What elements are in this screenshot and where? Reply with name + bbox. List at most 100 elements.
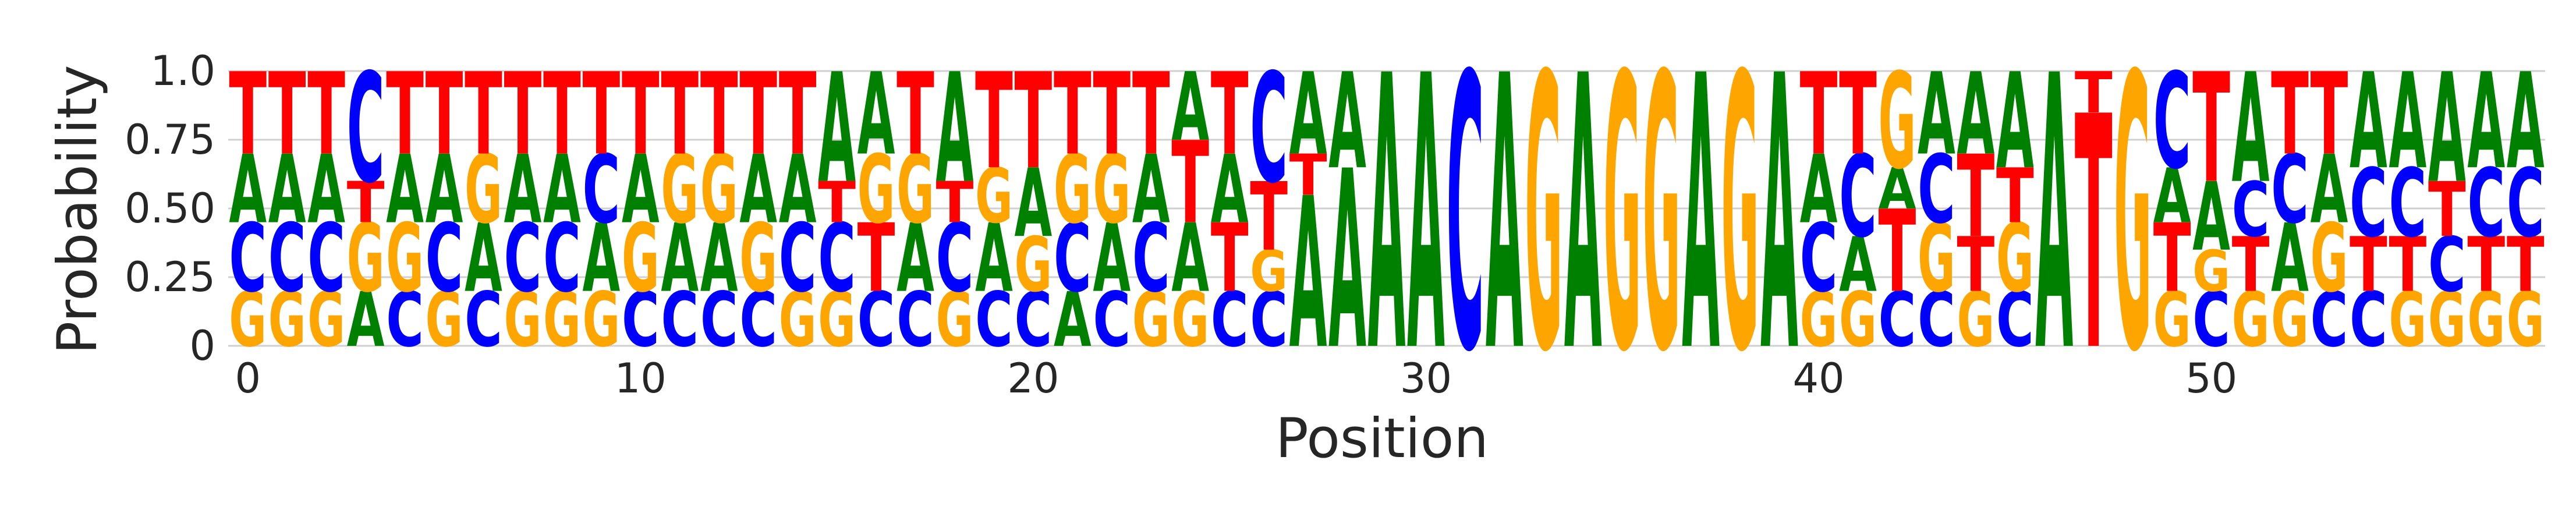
- logo-letter-T: T: [1211, 204, 1249, 314]
- logo-letter-A: A: [1682, 0, 1720, 435]
- logo-letter-A: A: [1879, 157, 1916, 222]
- logo-letter-T: T: [2311, 49, 2348, 180]
- logo-letter-A: A: [543, 136, 581, 245]
- logo-letter-A: A: [1486, 0, 1523, 435]
- logo-letter-G: G: [2311, 204, 2348, 313]
- logo-letter-A: A: [1760, 0, 1798, 435]
- logo-letter-G: G: [2507, 277, 2545, 364]
- logo-letter-A: A: [1996, 46, 2034, 199]
- logo-letter-T: T: [1171, 118, 1209, 249]
- logo-letter-T: T: [1996, 153, 2034, 240]
- logo-letter-A: A: [268, 136, 306, 245]
- logo-letter-G: G: [858, 135, 895, 245]
- logo-letter-C: C: [779, 203, 817, 313]
- logo-letter-A: A: [2153, 153, 2191, 240]
- logo-letter-A: A: [1054, 276, 1092, 364]
- logo-letter-G: G: [2192, 239, 2230, 305]
- logo-letter-G: G: [582, 277, 620, 364]
- logo-letter-C: C: [504, 203, 542, 313]
- logo-letter-G: G: [1879, 45, 1916, 199]
- logo-letter-C: C: [2428, 221, 2466, 309]
- y-tick-label: 0: [189, 322, 215, 370]
- logo-letter-T: T: [2467, 221, 2505, 309]
- logo-letter-G: G: [504, 277, 542, 364]
- logo-letter-C: C: [1839, 131, 1877, 263]
- logo-letter-C: C: [2389, 148, 2427, 259]
- logo-letter-T: T: [2232, 221, 2270, 309]
- logo-letter-C: C: [622, 277, 660, 364]
- logo-letter-C: C: [2192, 277, 2230, 364]
- logo-letter-T: T: [229, 49, 267, 180]
- logo-letter-A: A: [2467, 46, 2505, 199]
- logo-letter-A: A: [1289, 154, 1327, 395]
- logo-letter-G: G: [543, 277, 581, 364]
- logo-letter-G: G: [661, 135, 699, 245]
- logo-letter-C: C: [661, 277, 699, 364]
- y-tick-label: 0.25: [125, 253, 215, 301]
- logo-letter-C: C: [2350, 277, 2387, 364]
- logo-letter-G: G: [1721, 0, 1759, 435]
- logo-letter-A: A: [2271, 204, 2309, 313]
- logo-letter-C: C: [858, 277, 895, 364]
- logo-letter-A: A: [2507, 46, 2545, 199]
- logo-letter-T: T: [386, 49, 424, 180]
- logo-letter-A: A: [2350, 46, 2387, 199]
- logo-letter-A: A: [897, 204, 934, 313]
- logo-letter-C: C: [2232, 167, 2270, 254]
- logo-letter-G: G: [1093, 135, 1131, 245]
- logo-letter-T: T: [2271, 49, 2309, 180]
- logo-letter-T: T: [426, 49, 463, 180]
- logo-letter-T: T: [268, 49, 306, 180]
- logo-letter-A: A: [975, 204, 1013, 313]
- logo-letter-G: G: [1918, 204, 1955, 313]
- logo-letter-A: A: [2192, 164, 2230, 272]
- logo-letter-G: G: [1957, 277, 1994, 364]
- logo-letter-C: C: [975, 277, 1013, 364]
- logo-letter-A: A: [1328, 120, 1366, 404]
- logo-letter-C: C: [426, 203, 463, 313]
- logo-letter-C: C: [2350, 148, 2387, 259]
- logo-letter-G: G: [1800, 277, 1838, 364]
- logo-letter-G: G: [1132, 277, 1170, 364]
- logo-letter-A: A: [582, 204, 620, 313]
- logo-letter-A: A: [2428, 43, 2466, 217]
- logo-letter-A: A: [1564, 0, 1602, 435]
- logo-letter-C: C: [1996, 277, 2034, 364]
- logo-letter-C: C: [543, 203, 581, 313]
- logo-letter-A: A: [1093, 204, 1131, 313]
- logo-letter-C: C: [1918, 134, 1955, 245]
- logo-letter-G: G: [465, 135, 502, 245]
- logo-letter-A: A: [1015, 150, 1053, 259]
- logo-letter-A: A: [2311, 136, 2348, 245]
- logo-letter-C: C: [1054, 203, 1092, 313]
- logo-letter-C: C: [2271, 134, 2309, 245]
- logo-letter-C: C: [1250, 41, 1288, 217]
- logo-letter-G: G: [936, 277, 974, 364]
- y-axis-label: Probability: [46, 65, 109, 355]
- logo-letter-C: C: [1447, 0, 1484, 435]
- logo-letter-A: A: [1800, 136, 1838, 245]
- logo-letter-G: G: [1996, 204, 2034, 313]
- logo-letter-C: C: [700, 277, 738, 364]
- x-tick-label: 50: [2185, 355, 2237, 402]
- logo-letter-G: G: [2114, 0, 2152, 435]
- logo-letter-T: T: [504, 49, 542, 180]
- logo-letter-C: C: [307, 203, 345, 313]
- logo-letter-A: A: [700, 204, 738, 313]
- logo-letter-T: T: [2350, 221, 2387, 309]
- logo-letter-C: C: [1132, 203, 1170, 313]
- y-tick-label: 1.0: [151, 47, 215, 95]
- logo-letter-C: C: [582, 134, 620, 245]
- logo-letter-A: A: [504, 136, 542, 245]
- logo-letter-A: A: [622, 136, 660, 245]
- logo-letter-A: A: [1839, 221, 1877, 309]
- logo-letter-T: T: [1015, 45, 1053, 198]
- logo-letter-G: G: [818, 277, 856, 364]
- logo-letter-A: A: [426, 136, 463, 245]
- logo-letter-T: T: [739, 49, 777, 180]
- logo-letter-C: C: [818, 203, 856, 313]
- logo-letter-A: A: [858, 49, 895, 180]
- logo-letter-T: T: [1211, 49, 1249, 180]
- logo-letter-G: G: [2389, 277, 2427, 364]
- logo-letter-C: C: [2467, 148, 2505, 259]
